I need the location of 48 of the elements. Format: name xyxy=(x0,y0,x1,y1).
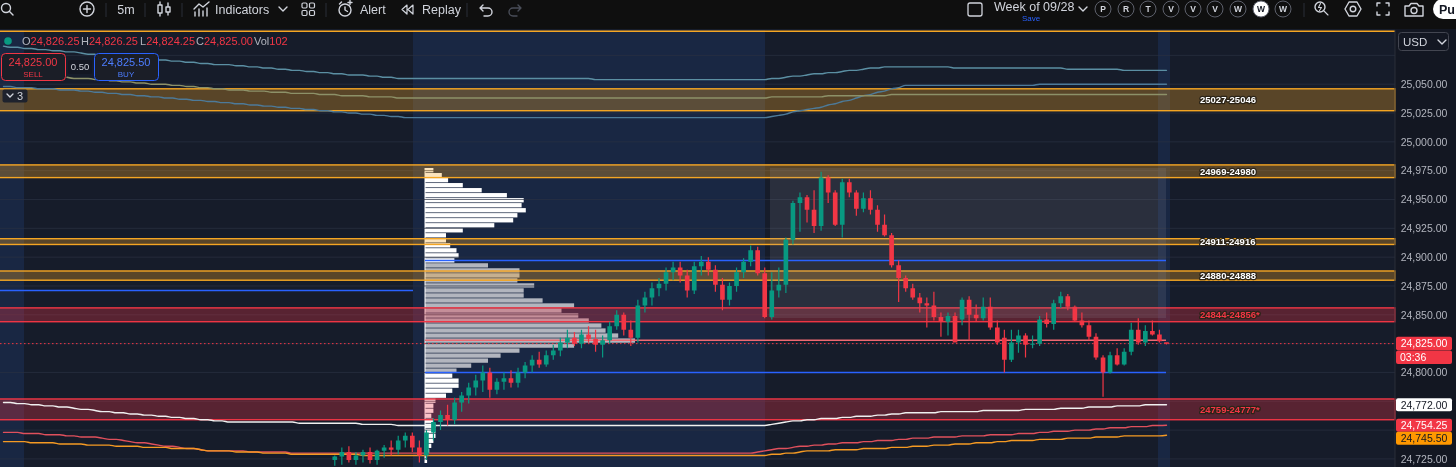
band-label: 24969-24980 xyxy=(1200,165,1256,177)
text: W xyxy=(1233,4,1243,14)
annotation: 24,825.50 xyxy=(101,55,151,68)
annotation: C24,825.00 xyxy=(196,35,253,47)
annotation: 3 xyxy=(16,90,24,102)
annotation: Vol102 xyxy=(254,35,288,47)
y-tick-label: 25,000.00 xyxy=(1400,135,1448,148)
y-tick-label: 24,900.00 xyxy=(1400,250,1448,263)
annotation: SELL xyxy=(23,69,44,79)
text: 24,745.50 xyxy=(1400,432,1448,444)
text: 03:36 xyxy=(1400,350,1427,363)
annotation: BUY xyxy=(117,69,135,79)
annotation: L24,824.25 xyxy=(140,35,196,47)
band-label: 24844-24856* xyxy=(1200,309,1260,321)
y-tick-label: 24,975.00 xyxy=(1400,164,1448,177)
y-tick-label: 24,925.00 xyxy=(1400,222,1448,235)
text: Indicators xyxy=(215,3,270,17)
annotation: 24,825.00 xyxy=(8,55,58,68)
text: 5m xyxy=(117,3,135,17)
text: 24,772.00 xyxy=(1400,398,1448,411)
annotation: O24,826.25 xyxy=(22,35,80,47)
y-tick-label: 24,725.00 xyxy=(1400,452,1448,465)
annotation: H24,826.25 xyxy=(81,35,138,47)
band-label: 24759-24777* xyxy=(1200,403,1260,415)
y-tick-label: 24,950.00 xyxy=(1400,193,1448,206)
y-tick-label: 25,050.00 xyxy=(1400,77,1448,90)
text: W xyxy=(1278,4,1288,14)
band-label: 24880-24888 xyxy=(1200,270,1256,282)
y-tick-label: 24,850.00 xyxy=(1400,308,1448,321)
text: P xyxy=(1100,4,1107,14)
text: Week of 09/28 xyxy=(994,0,1075,14)
text: Save xyxy=(1021,13,1041,23)
ref-line-label: 24,825.00 xyxy=(1400,337,1448,350)
band-label: 25027-25046 xyxy=(1200,94,1256,106)
text: Pu xyxy=(1439,3,1455,17)
text: W xyxy=(1256,4,1266,14)
text: Alert xyxy=(360,3,387,17)
text: 24,754.25 xyxy=(1400,419,1448,431)
text: Replay xyxy=(422,3,462,17)
text: T xyxy=(1145,4,1152,14)
y-tick-label: 24,875.00 xyxy=(1400,279,1448,292)
y-tick-label: 24,800.00 xyxy=(1400,366,1448,379)
text: V xyxy=(1212,4,1219,14)
text: V xyxy=(1190,4,1197,14)
text: R xyxy=(1122,4,1130,14)
text: V xyxy=(1168,4,1175,14)
text: USD xyxy=(1403,35,1428,48)
y-tick-label: 25,025.00 xyxy=(1400,106,1448,119)
